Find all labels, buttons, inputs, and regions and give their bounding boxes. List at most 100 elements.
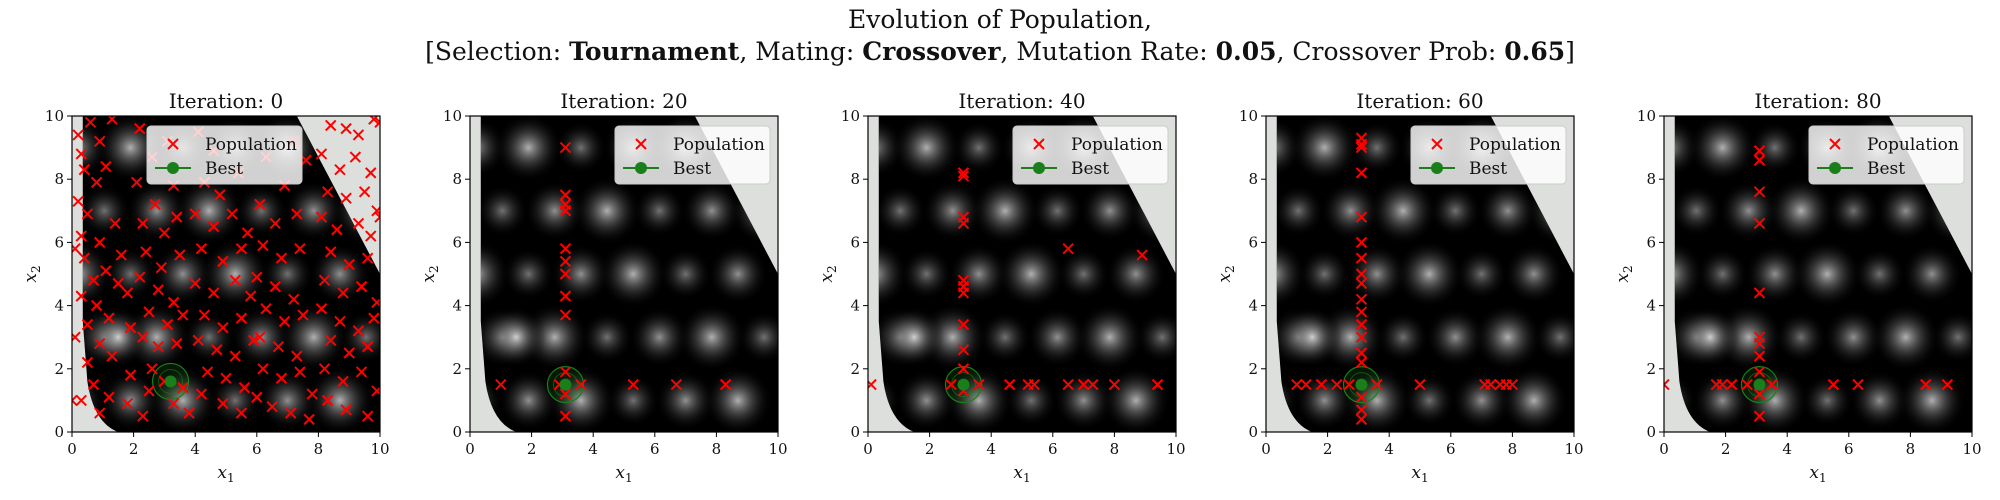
x-tick-label: 8 (1906, 440, 1916, 458)
landscape-peak (503, 248, 555, 300)
x-tick-label: 8 (314, 440, 324, 458)
landscape-peak (1534, 311, 1586, 363)
y-tick-label: 0 (452, 423, 462, 441)
best-point (957, 379, 969, 391)
landscape-peak (1282, 307, 1342, 367)
legend: Population Best (1013, 126, 1168, 184)
x-tick-label: 6 (1048, 440, 1058, 458)
legend-best-marker (1829, 162, 1841, 174)
landscape-peak (1775, 311, 1827, 363)
x-tick-label: 2 (1323, 440, 1333, 458)
y-tick-label: 2 (1248, 360, 1258, 378)
y-tick-label: 6 (1248, 233, 1258, 251)
landscape-peak (1377, 311, 1429, 363)
landscape-peak (1291, 114, 1359, 182)
landscape-peak (1689, 114, 1757, 182)
landscape-peak (1801, 374, 1853, 426)
x-tick-label: 2 (1721, 440, 1731, 458)
landscape-peak (78, 185, 130, 237)
y-tick-label: 2 (1646, 360, 1656, 378)
landscape-peak (738, 311, 790, 363)
x-axis-label: x1 (217, 463, 234, 485)
y-axis-label: x2 (1613, 265, 1635, 282)
landscape-peak (704, 366, 772, 434)
y-axis-label: x2 (21, 265, 43, 282)
landscape-peak (1902, 244, 1962, 304)
subplot-title: Iteration: 20 (560, 89, 687, 113)
y-tick-label: 6 (452, 233, 462, 251)
legend-best-marker (167, 162, 179, 174)
legend-best-marker (635, 162, 647, 174)
y-tick-label: 8 (1248, 170, 1258, 188)
landscape-peak (1898, 366, 1966, 434)
y-axis-label: x2 (419, 265, 441, 282)
y-tick-label: 0 (850, 423, 860, 441)
legend-population-label: Population (1867, 135, 1959, 155)
landscape-peak (893, 114, 961, 182)
landscape-peak (1767, 177, 1835, 245)
legend-best-label: Best (673, 159, 711, 179)
x-tick-label: 6 (252, 440, 262, 458)
landscape-peak (1076, 303, 1144, 371)
legend-best-marker (1431, 162, 1443, 174)
subplot-title: Iteration: 80 (1754, 89, 1881, 113)
legend-best-label: Best (1469, 159, 1507, 179)
y-tick-label: 10 (1637, 107, 1656, 125)
x-tick-label: 8 (712, 440, 722, 458)
legend: Population Best (1411, 126, 1566, 184)
x-axis-label: x1 (1809, 463, 1826, 485)
best-point (1355, 379, 1367, 391)
y-tick-label: 4 (54, 297, 64, 315)
y-tick-label: 8 (850, 170, 860, 188)
y-tick-label: 2 (452, 360, 462, 378)
y-tick-label: 2 (54, 360, 64, 378)
x-tick-label: 2 (129, 440, 139, 458)
landscape-peak (1369, 177, 1437, 245)
landscape-peak (476, 185, 528, 237)
x-tick-label: 6 (1446, 440, 1456, 458)
landscape-peak (1456, 248, 1508, 300)
legend-best-label: Best (1071, 159, 1109, 179)
landscape-peak (1500, 366, 1568, 434)
x-tick-label: 4 (190, 440, 200, 458)
x-tick-label: 4 (1782, 440, 1792, 458)
y-axis-label-sub: 2 (427, 265, 441, 273)
landscape-peak (486, 307, 546, 367)
landscape-peak (1697, 248, 1749, 300)
y-axis-label: x2 (1215, 265, 1237, 282)
landscape-peak (1827, 185, 1879, 237)
x-axis-label-sub: 1 (227, 471, 235, 485)
landscape-peak (1854, 248, 1906, 300)
subplot-1: 0 2 4 6 8 10 0 2 4 6 8 10 x1 x2 Iteration: 20 Populatio… (419, 89, 798, 485)
landscape-peak (874, 185, 926, 237)
landscape-peak (708, 244, 768, 304)
x-tick-label: 8 (1508, 440, 1518, 458)
legend-population-label: Population (1469, 135, 1561, 155)
x-tick-label: 0 (1659, 440, 1669, 458)
landscape-peak (1680, 307, 1740, 367)
x-tick-label: 2 (527, 440, 537, 458)
y-tick-label: 0 (1646, 423, 1656, 441)
subplot-title: Iteration: 60 (1356, 89, 1483, 113)
landscape-peak (1058, 248, 1110, 300)
landscape-peak (953, 122, 1005, 174)
landscape-peak (884, 307, 944, 367)
landscape-peak (901, 248, 953, 300)
x-axis-label-sub: 1 (1421, 471, 1429, 485)
landscape-peak (1932, 311, 1984, 363)
landscape-peak (581, 311, 633, 363)
landscape-peak (979, 311, 1031, 363)
y-tick-label: 0 (1248, 423, 1258, 441)
y-axis-label-sub: 2 (1621, 265, 1635, 273)
legend-population-label: Population (1071, 135, 1163, 155)
x-tick-label: 10 (1564, 440, 1583, 458)
x-tick-label: 10 (768, 440, 787, 458)
x-tick-label: 6 (1844, 440, 1854, 458)
landscape-peak (1136, 311, 1188, 363)
y-tick-label: 10 (443, 107, 462, 125)
landscape-peak (306, 366, 374, 434)
landscape-peak (1504, 244, 1564, 304)
legend: Population Best (615, 126, 770, 184)
legend-best-marker (1033, 162, 1045, 174)
subplot-title: Iteration: 40 (958, 89, 1085, 113)
